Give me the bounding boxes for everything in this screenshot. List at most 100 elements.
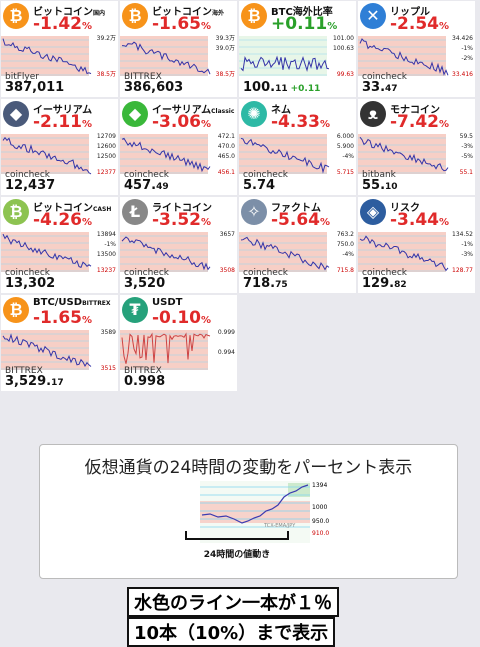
price: 12,437 <box>5 178 55 193</box>
axis-label: 59.5 <box>460 133 474 140</box>
exchange-name: bitFlyer <box>5 72 39 82</box>
promo-sample-chart: 1394 1000 950.0 910.0 TCX-EMA/JPY 24時間の値… <box>185 481 329 560</box>
percent-unit: % <box>201 315 212 326</box>
promo-caption: 24時間の値動き <box>204 548 271 560</box>
coin-name-text: ライトコイン <box>152 203 212 214</box>
bitcoin-icon: ₿ <box>3 3 29 29</box>
coin-card[interactable]: ₿ BTC海外比率 +0.11% 101.00 100.63 99.63 100.11 +0.… <box>239 1 356 97</box>
nem-icon: ✺ <box>241 101 267 127</box>
axis-label: 3508 <box>220 267 235 274</box>
coin-card[interactable]: ◈ リスク -3.44% 134.52 -1% -3% 128.77 coincheck 129… <box>358 197 475 293</box>
axis-label: -1% <box>104 241 116 248</box>
promo-label-pair: TCX-EMA/JPY <box>263 523 296 529</box>
ethereum-icon: ◆ <box>3 101 29 127</box>
coin-card[interactable]: ✕ リップル -2.54% 34.426 -1% -2% 33.416 coincheck 33… <box>358 1 475 97</box>
axis-label: 5.715 <box>337 169 354 176</box>
change-percent: -4.26% <box>33 210 92 230</box>
promo-label-min: 910.0 <box>312 530 329 537</box>
coin-name-text: イーサリアム <box>33 105 93 116</box>
price-decimals: 10 <box>385 182 398 192</box>
price-delta: +0.11 <box>290 84 321 94</box>
tether-icon: ₮ <box>122 297 148 323</box>
axis-label: -2% <box>461 55 473 62</box>
axis-label: 0.994 <box>218 349 235 356</box>
change-percent-value: -4.33 <box>271 112 320 132</box>
litecoin-icon: Ł <box>122 199 148 225</box>
promo-title: 仮想通貨の24時間の変動をパーセント表示 <box>84 458 413 478</box>
promo-label-mid: 1000 <box>312 504 327 511</box>
coin-card[interactable]: ◆ イーサリアム -2.11% 12709 12600 12500 12377 coinche… <box>1 99 118 195</box>
coin-card[interactable]: ᴥ モナコイン -7.42% 59.5 -3% -5% 55.1 bitbank 55.10 <box>358 99 475 195</box>
axis-label: 6.000 <box>337 133 354 140</box>
change-percent: -0.10% <box>152 308 211 328</box>
note-one-percent: 水色のライン一本が１％ <box>127 587 339 617</box>
coin-name-text: リップル <box>390 7 430 18</box>
price-value: 55. <box>362 178 386 193</box>
coin-card[interactable]: ₿ ビットコイン海外 -1.65% 39.3万 39.0万 38.5万 BITTREX 386… <box>120 1 237 97</box>
exchange-name: coincheck <box>124 268 170 278</box>
axis-label: 38.5万 <box>97 71 116 78</box>
axis-label: -3% <box>461 143 473 150</box>
exchange-name: coincheck <box>124 170 170 180</box>
coin-name-text: ビットコイン <box>33 203 93 214</box>
change-percent-value: -4.26 <box>33 210 82 230</box>
coin-card[interactable]: ₿ BTC/USDBITTREX -1.65% 3589 3515 BITTREX 3,52… <box>1 295 118 391</box>
coin-name: BTC/USDBITTREX <box>33 297 111 308</box>
exchange-name: coincheck <box>362 72 408 82</box>
coin-card[interactable]: ✧ ファクトム -5.64% 763.2 750.0 -4% 715.8 coincheck 7… <box>239 197 356 293</box>
coin-card[interactable]: ◆ イーサリアムClassic -3.06% 472.1 470.0 465.0 456.1… <box>120 99 237 195</box>
axis-label: 12709 <box>97 133 116 140</box>
coin-name-text: リスク <box>390 203 420 214</box>
exchange-name: bitbank <box>362 170 396 180</box>
change-percent-value: -7.42 <box>390 112 439 132</box>
coin-name: ビットコインCASH <box>33 199 111 214</box>
exchange-name: coincheck <box>243 268 289 278</box>
axis-label: 39.2万 <box>97 35 116 42</box>
change-percent: -3.06% <box>152 112 211 132</box>
axis-label: 134.52 <box>452 231 473 238</box>
coin-card[interactable]: ✺ ネム -4.33% 6.000 5.900 -4% 5.715 coincheck 5.74 <box>239 99 356 195</box>
change-percent-value: -0.10 <box>152 308 201 328</box>
axis-label: 13894 <box>97 231 116 238</box>
lisk-icon: ◈ <box>360 199 386 225</box>
coin-card[interactable]: Ł ライトコイン -3.52% 3657 3508 coincheck 3,520 <box>120 197 237 293</box>
axis-label: 3515 <box>101 365 116 372</box>
monacoin-icon: ᴥ <box>360 101 386 127</box>
coin-tag: Classic <box>211 108 235 115</box>
coin-card[interactable]: ₮ USDT -0.10% 0.999 0.994 BITTREX 0.998 <box>120 295 237 391</box>
coin-name-text: ビットコイン <box>152 7 212 18</box>
exchange-name: coincheck <box>5 170 51 180</box>
coin-name-text: BTC/USD <box>33 297 83 308</box>
axis-label: -4% <box>342 153 354 160</box>
price-value: 3,520 <box>124 276 166 291</box>
change-percent-value: -1.42 <box>33 14 82 34</box>
range-bracket <box>185 531 289 540</box>
coin-card[interactable]: ₿ ビットコイン国内 -1.42% 39.2万 38.5万 bitFlyer 387,011 <box>1 1 118 97</box>
price-value: 386,603 <box>124 80 184 95</box>
change-percent: -7.42% <box>390 112 449 132</box>
price-sparkline: 13894 -1% 13500 13237 <box>1 231 116 274</box>
coin-name: リップル <box>390 3 430 18</box>
bitcoin-icon: ₿ <box>122 3 148 29</box>
coin-tag: 国内 <box>93 10 106 17</box>
percent-unit: % <box>201 119 212 130</box>
price-sparkline: 3589 3515 <box>1 329 116 372</box>
change-percent: -1.42% <box>33 14 92 34</box>
coin-card[interactable]: ₿ ビットコインCASH -4.26% 13894 -1% 13500 13237 coinc… <box>1 197 118 293</box>
coin-name: BTC海外比率 <box>271 3 333 18</box>
price-value: 0.998 <box>124 374 166 389</box>
price-decimals: 17 <box>51 378 64 388</box>
change-percent-value: -5.64 <box>271 210 320 230</box>
axis-label: 33.416 <box>452 71 473 78</box>
coin-tag: 海外 <box>212 10 225 17</box>
price: 55.10 <box>362 178 398 193</box>
coin-name: ライトコイン <box>152 199 212 214</box>
change-percent-value: -2.11 <box>33 112 82 132</box>
exchange-name: BITTREX <box>124 366 162 376</box>
price-value: 718. <box>243 276 276 291</box>
axis-label: 0.999 <box>218 329 235 336</box>
price-decimals: 11 <box>275 84 288 94</box>
axis-label: 39.0万 <box>216 45 235 52</box>
price: 3,529.17 <box>5 374 64 389</box>
price: 100.11 +0.11 <box>243 80 320 95</box>
